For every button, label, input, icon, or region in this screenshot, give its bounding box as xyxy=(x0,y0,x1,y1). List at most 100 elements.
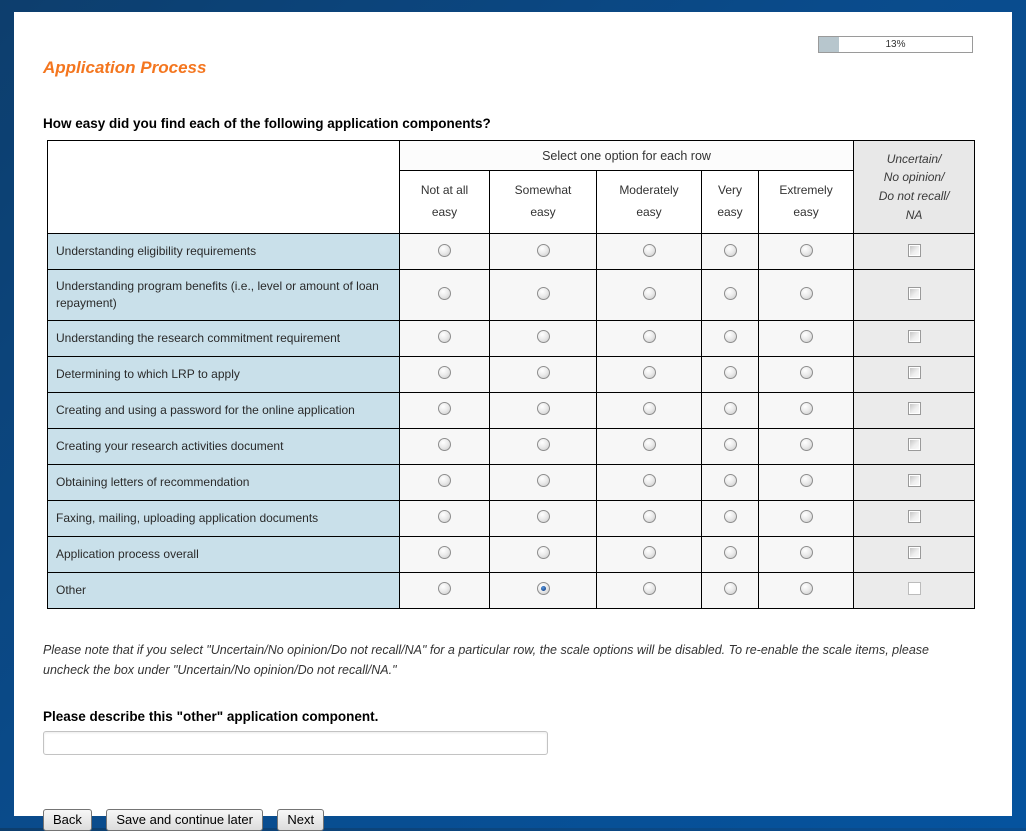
radio-unselected[interactable] xyxy=(438,402,451,415)
scale-column-header: Moderately easy xyxy=(597,171,702,234)
other-description-input[interactable] xyxy=(43,731,548,755)
radio-cell xyxy=(597,392,702,428)
uncertain-cell xyxy=(854,270,975,321)
radio-unselected[interactable] xyxy=(643,330,656,343)
radio-unselected[interactable] xyxy=(438,438,451,451)
radio-unselected[interactable] xyxy=(800,402,813,415)
radio-cell xyxy=(597,270,702,321)
radio-unselected[interactable] xyxy=(643,510,656,523)
matrix-row: Creating and using a password for the on… xyxy=(48,392,975,428)
radio-cell xyxy=(702,428,759,464)
uncertain-checkbox[interactable] xyxy=(908,366,921,379)
uncertain-checkbox[interactable] xyxy=(908,244,921,257)
uncertain-checkbox[interactable] xyxy=(908,546,921,559)
radio-unselected[interactable] xyxy=(800,330,813,343)
radio-cell xyxy=(597,234,702,270)
radio-unselected[interactable] xyxy=(537,438,550,451)
radio-unselected[interactable] xyxy=(643,582,656,595)
radio-unselected[interactable] xyxy=(537,287,550,300)
radio-unselected[interactable] xyxy=(438,474,451,487)
radio-unselected[interactable] xyxy=(643,366,656,379)
uncertain-checkbox[interactable] xyxy=(908,287,921,300)
save-continue-button[interactable]: Save and continue later xyxy=(106,809,263,831)
matrix-row: Understanding program benefits (i.e., le… xyxy=(48,270,975,321)
scale-column-header: Extremely easy xyxy=(759,171,854,234)
radio-unselected[interactable] xyxy=(800,546,813,559)
radio-unselected[interactable] xyxy=(438,510,451,523)
radio-cell xyxy=(490,500,597,536)
uncertain-checkbox[interactable] xyxy=(908,330,921,343)
radio-unselected[interactable] xyxy=(438,366,451,379)
radio-unselected[interactable] xyxy=(537,474,550,487)
radio-unselected[interactable] xyxy=(724,510,737,523)
radio-cell xyxy=(400,320,490,356)
radio-unselected[interactable] xyxy=(800,438,813,451)
radio-unselected[interactable] xyxy=(800,287,813,300)
next-button[interactable]: Next xyxy=(277,809,324,831)
radio-unselected[interactable] xyxy=(800,510,813,523)
radio-unselected[interactable] xyxy=(537,244,550,257)
radio-unselected[interactable] xyxy=(724,546,737,559)
radio-selected[interactable] xyxy=(537,582,550,595)
radio-unselected[interactable] xyxy=(537,366,550,379)
radio-unselected[interactable] xyxy=(800,474,813,487)
radio-unselected[interactable] xyxy=(438,330,451,343)
matrix-question-text: How easy did you find each of the follow… xyxy=(43,116,983,131)
radio-cell xyxy=(490,270,597,321)
radio-cell xyxy=(400,428,490,464)
radio-unselected[interactable] xyxy=(438,244,451,257)
radio-cell xyxy=(759,392,854,428)
uncertain-checkbox[interactable] xyxy=(908,510,921,523)
radio-unselected[interactable] xyxy=(537,402,550,415)
uncertain-checkbox[interactable] xyxy=(908,438,921,451)
radio-cell xyxy=(759,572,854,608)
uncertain-cell xyxy=(854,536,975,572)
uncertain-checkbox[interactable] xyxy=(908,474,921,487)
radio-unselected[interactable] xyxy=(643,438,656,451)
row-label: Determining to which LRP to apply xyxy=(48,356,400,392)
scale-column-header: Somewhat easy xyxy=(490,171,597,234)
radio-unselected[interactable] xyxy=(800,366,813,379)
radio-unselected[interactable] xyxy=(537,546,550,559)
radio-unselected[interactable] xyxy=(724,244,737,257)
row-label: Other xyxy=(48,572,400,608)
radio-unselected[interactable] xyxy=(643,287,656,300)
radio-unselected[interactable] xyxy=(800,244,813,257)
radio-cell xyxy=(400,536,490,572)
radio-unselected[interactable] xyxy=(438,582,451,595)
radio-unselected[interactable] xyxy=(724,582,737,595)
radio-unselected[interactable] xyxy=(643,474,656,487)
back-button[interactable]: Back xyxy=(43,809,92,831)
radio-cell xyxy=(759,500,854,536)
radio-unselected[interactable] xyxy=(724,366,737,379)
radio-unselected[interactable] xyxy=(438,287,451,300)
radio-unselected[interactable] xyxy=(724,474,737,487)
matrix-row: Understanding eligibility requirements xyxy=(48,234,975,270)
radio-unselected[interactable] xyxy=(643,244,656,257)
uncertain-cell xyxy=(854,500,975,536)
radio-cell xyxy=(702,356,759,392)
radio-cell xyxy=(490,356,597,392)
radio-unselected[interactable] xyxy=(537,510,550,523)
radio-cell xyxy=(597,572,702,608)
uncertain-checkbox[interactable] xyxy=(908,402,921,415)
radio-unselected[interactable] xyxy=(643,402,656,415)
uncertain-cell xyxy=(854,572,975,608)
row-label: Faxing, mailing, uploading application d… xyxy=(48,500,400,536)
radio-unselected[interactable] xyxy=(438,546,451,559)
radio-unselected[interactable] xyxy=(724,287,737,300)
radio-unselected[interactable] xyxy=(800,582,813,595)
radio-unselected[interactable] xyxy=(724,438,737,451)
radio-cell xyxy=(702,572,759,608)
radio-cell xyxy=(400,572,490,608)
radio-unselected[interactable] xyxy=(724,330,737,343)
radio-unselected[interactable] xyxy=(724,402,737,415)
radio-unselected[interactable] xyxy=(537,330,550,343)
uncertain-checkbox[interactable] xyxy=(908,582,921,595)
scale-column-header: Very easy xyxy=(702,171,759,234)
uncertain-note-text: Please note that if you select "Uncertai… xyxy=(43,640,975,680)
radio-cell xyxy=(759,356,854,392)
radio-cell xyxy=(702,234,759,270)
row-label: Understanding program benefits (i.e., le… xyxy=(48,270,400,321)
radio-unselected[interactable] xyxy=(643,546,656,559)
